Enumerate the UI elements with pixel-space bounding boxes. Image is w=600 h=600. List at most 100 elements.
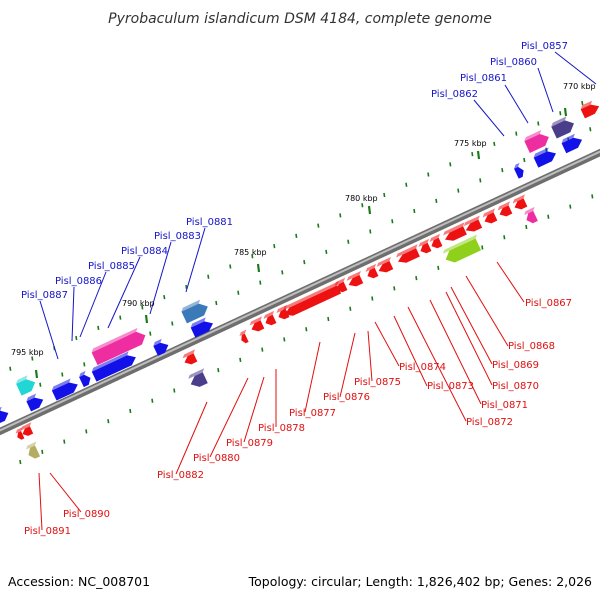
gene-arrow-pink [91,327,146,366]
tick-mark [251,254,254,259]
tick-mark [501,168,504,173]
tick-mark [283,337,286,342]
scale-tick-label: 770 kbp [563,82,596,91]
scale-tick-label: 785 kbp [234,248,267,257]
tick-mark [75,335,78,341]
leader-line [339,332,356,398]
gene-arrow-lime [442,234,482,263]
tick-mark [31,356,34,361]
tick-mark [493,141,496,147]
leader-line [243,376,265,443]
tick-mark [347,239,350,244]
gene-arrow-body [17,431,25,440]
leader-line [504,84,529,124]
tick-mark [185,284,188,290]
tick-mark [591,194,594,199]
map-title: Pyrobaculum islandicum DSM 4184, complet… [108,11,492,27]
tick-mark [163,295,166,300]
gene-arrow-khaki [25,441,41,459]
gene-arrow-lower [182,349,198,365]
tick-mark [215,300,218,306]
gene-arrow-body [445,226,467,241]
gene-arrow-indigo [551,116,574,139]
lower-gene-labels: Pisl_0867 Pisl_0868 Pisl_0869 Pisl_0870 … [24,298,572,537]
gene-label-pisl-0890: Pisl_0890 [63,509,110,520]
gene-label-pisl-0875: Pisl_0875 [354,377,401,388]
tick-mark [39,382,42,387]
gene-arrow-body [265,314,277,326]
leader-line [374,321,400,367]
gene-label-pisl-0885: Pisl_0885 [88,261,135,272]
gene-arrow-body [514,166,524,179]
tick-mark [217,367,220,373]
tick-mark [569,204,572,209]
gene-arrow-top [15,427,23,434]
gene-arrow-body [348,274,364,287]
leader-line [465,275,509,347]
tick-mark [581,100,584,106]
gene-arrow-top [20,422,32,431]
gene-label-pisl-0880: Pisl_0880 [193,453,240,464]
gene-arrow-lower [239,329,249,344]
gene-arrow-body [533,151,556,168]
gene-arrow-body [465,219,483,232]
tick-mark [19,459,22,465]
tick-mark [559,111,562,116]
accession-text: Accession: NC_008701 [8,574,150,589]
tick-mark [305,327,308,332]
gene-arrow-upper [153,338,169,356]
tick-mark [525,224,528,230]
gene-label-pisl-0882: Pisl_0882 [157,470,204,481]
gene-arrow-indigo [188,368,208,387]
gene-arrow-top [153,338,162,346]
gene-arrow-pink [524,130,549,153]
gene-label-pisl-0870: Pisl_0870 [492,381,539,392]
gene-arrow-body [580,104,600,119]
major-tick-mark [144,314,149,324]
gene-label-pisl-0861: Pisl_0861 [460,73,507,84]
tick-mark [393,286,396,291]
gene-label-pisl-0878: Pisl_0878 [258,423,305,434]
tick-mark [369,229,372,234]
tick-mark [229,264,232,269]
leader-line [185,227,206,293]
gene-arrow-top [249,316,263,326]
leader-line [79,271,107,338]
gene-arrow-body [378,260,394,273]
gene-label-pisl-0884: Pisl_0884 [121,246,168,257]
gene-arrow-body [91,331,146,366]
gene-arrow-body [484,212,498,224]
gene-arrow-upper [0,406,9,424]
gene-arrow-lower [512,194,528,210]
gene-arrow-lower [429,233,443,249]
leader-line [49,472,82,513]
gene-arrow-body [0,410,9,424]
tick-mark [361,203,364,208]
gene-arrow-body [284,285,342,316]
tick-mark [207,274,210,279]
gene-arrow-lower [20,422,34,436]
gene-arrow-lower [346,270,364,287]
tick-mark [63,439,66,444]
tick-mark [391,219,394,224]
upper-gene-labels: Pisl_0857 Pisl_0860 Pisl_0861 Pisl_0862 … [21,41,568,301]
gene-label-pisl-0862: Pisl_0862 [431,89,478,100]
gene-arrow-top [442,234,478,254]
gene-label-pisl-0869: Pisl_0869 [492,360,539,371]
scale-tick-label: 790 kbp [122,299,155,308]
tick-mark [129,408,132,414]
gene-arrow-top [512,194,526,204]
gene-arrow-body [79,374,91,388]
leader-line [149,241,172,315]
gene-arrow-top [561,133,575,144]
gene-arrow-top [239,329,247,337]
gene-arrow-cyan [16,375,36,396]
gene-arrow-lower [482,208,498,224]
gene-arrow-upper [514,162,524,179]
gene-label-pisl-0886: Pisl_0886 [55,276,102,287]
gene-arrow-steel [181,299,208,324]
gene-label-pisl-0881: Pisl_0881 [186,217,233,228]
gene-arrow-upper [79,370,91,388]
gene-arrow-top [396,244,418,258]
